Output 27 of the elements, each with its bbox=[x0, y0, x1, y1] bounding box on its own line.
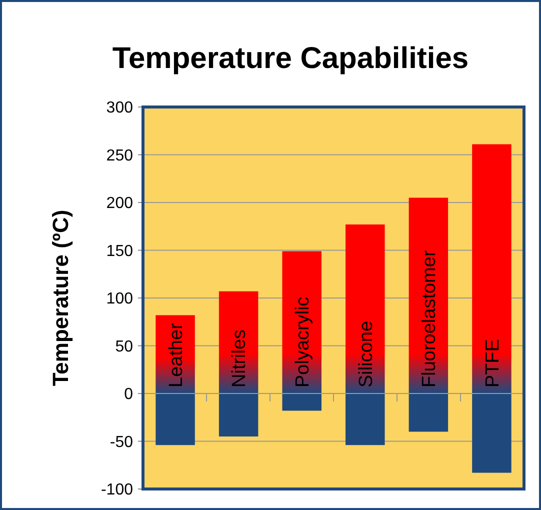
x-tick-label: Nitriles bbox=[229, 329, 250, 388]
x-tick-label: Silicone bbox=[356, 320, 377, 388]
bar bbox=[282, 394, 322, 411]
bar bbox=[218, 291, 258, 394]
y-tick-label: -50 bbox=[110, 434, 134, 451]
chart-title: Temperature Capabilities bbox=[112, 42, 469, 75]
y-tick-label: 150 bbox=[106, 242, 134, 260]
y-tick-label: 100 bbox=[106, 290, 134, 308]
y-tick-label: 300 bbox=[106, 100, 134, 117]
bar bbox=[156, 394, 195, 446]
bar bbox=[218, 394, 258, 436]
y-tick-label: -100 bbox=[100, 482, 134, 499]
bar bbox=[472, 144, 512, 394]
bar bbox=[472, 394, 512, 473]
bar bbox=[346, 224, 385, 394]
x-tick-label: Leather bbox=[166, 322, 187, 388]
y-tick-label: 250 bbox=[106, 147, 134, 164]
y-axis-title: Temperature (ºC) bbox=[48, 210, 73, 386]
x-tick-label: Polyacrylic bbox=[292, 296, 314, 388]
bar bbox=[346, 394, 385, 446]
y-tick-label: 0 bbox=[124, 386, 134, 404]
y-tick-label: 50 bbox=[115, 338, 134, 356]
bar bbox=[408, 394, 448, 432]
x-tick-label: PTFE bbox=[482, 338, 504, 388]
x-tick-label: Fluoroelastomer bbox=[419, 250, 440, 388]
y-tick-label: 200 bbox=[106, 195, 134, 212]
bar bbox=[282, 251, 322, 394]
